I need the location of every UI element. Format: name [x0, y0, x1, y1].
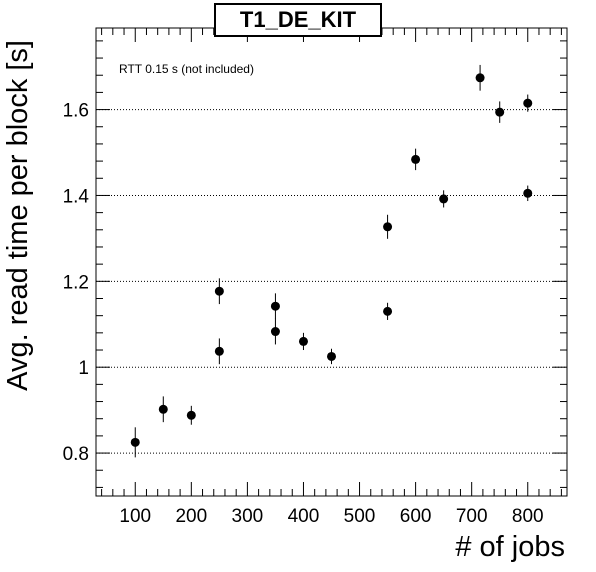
y-tick-label: 1.2 — [63, 272, 89, 293]
data-point — [523, 98, 533, 108]
tick-labels: 0.8 1 1.2 1.4 1.6 100 200 300 400 500 600 700 800 — [63, 101, 544, 527]
data-point — [383, 222, 393, 232]
x-tick-label: 700 — [456, 506, 488, 527]
x-tick-label: 300 — [232, 506, 264, 527]
x-tick-label: 100 — [119, 506, 151, 527]
data-point — [270, 301, 280, 311]
x-tick-label: 500 — [344, 506, 376, 527]
data-point — [130, 437, 140, 447]
data-point — [158, 404, 168, 414]
x-tick-label: 400 — [288, 506, 320, 527]
x-axis-label: # of jobs — [455, 531, 565, 563]
data-point — [186, 410, 196, 420]
data-point — [475, 73, 485, 83]
grid-lines — [96, 109, 567, 454]
y-tick-label: 0.8 — [63, 444, 89, 465]
plot-frame — [95, 27, 568, 497]
y-tick-label: 1.6 — [63, 101, 89, 122]
x-tick-label: 600 — [400, 506, 432, 527]
data-point — [298, 336, 308, 346]
data-point — [439, 194, 449, 204]
data-point — [214, 346, 224, 356]
data-point — [383, 306, 393, 316]
data-point — [495, 107, 505, 117]
data-point — [411, 154, 421, 164]
data-point — [270, 327, 280, 337]
y-tick-label: 1.4 — [63, 186, 90, 207]
y-tick-label: 1 — [78, 358, 89, 379]
data-point — [523, 188, 533, 198]
chart-title: T1_DE_KIT — [214, 3, 382, 37]
x-tick-label: 200 — [175, 506, 207, 527]
x-tick-label: 800 — [512, 506, 544, 527]
axis-ticks — [96, 28, 567, 496]
rtt-annotation: RTT 0.15 s (not included) — [119, 62, 254, 76]
y-axis-label: Avg. read time per block [s] — [2, 40, 34, 391]
data-point — [327, 351, 336, 361]
data-point — [214, 286, 224, 296]
data-points — [130, 64, 533, 458]
